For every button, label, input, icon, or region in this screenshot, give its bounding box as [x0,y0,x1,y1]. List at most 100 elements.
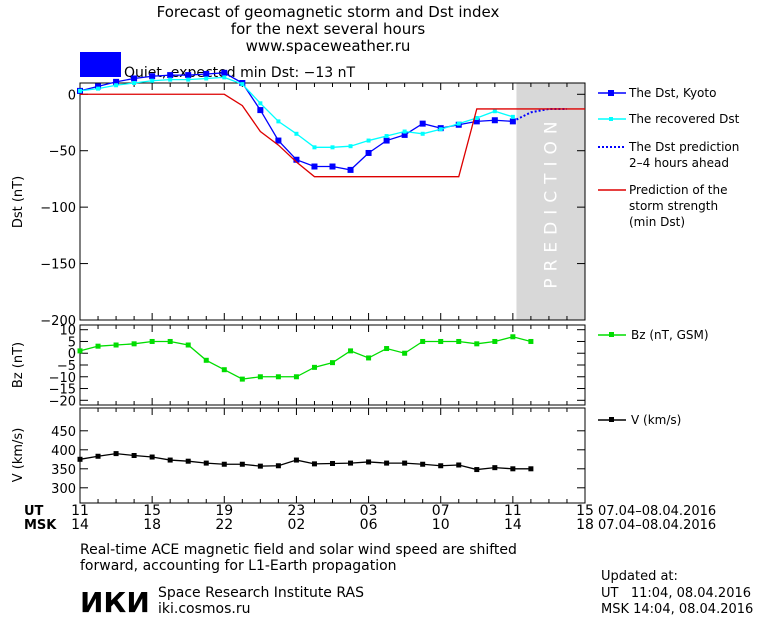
data-point [203,357,209,363]
data-point [347,166,354,173]
data-point [185,458,191,464]
data-point [150,78,155,83]
data-point [275,137,282,144]
y-tick-label: −15 [49,383,76,398]
chart-url: www.spaceweather.ru [246,37,411,55]
updated-ut: UT 11:04, 08.04.2016 [601,586,751,601]
chart-title-line1: Forecast of geomagnetic storm and Dst in… [157,3,500,21]
data-point [294,131,299,136]
data-point [474,341,480,347]
series-line [80,93,585,178]
y-axis-label: Dst (nT) [11,176,26,228]
data-point [366,355,372,361]
data-point [401,131,408,138]
data-point [258,101,263,106]
data-point [366,459,372,465]
data-point [348,144,353,149]
data-point [311,364,317,370]
panel-frame [79,407,586,504]
msk-date-range: 07.04–08.04.2016 [598,518,716,533]
data-point [402,129,407,134]
data-point [528,466,534,472]
data-point [293,457,299,463]
legend-prediction-l2: 2–4 hours ahead [629,156,729,170]
legend-kyoto-marker [608,90,614,96]
data-point [186,77,191,82]
data-point [402,460,408,466]
data-point [222,75,227,80]
y-tick-label: 5 [68,335,76,350]
y-tick-label: 10 [59,324,76,339]
chart-title-line2: for the next several hours [231,20,426,38]
msk-tick-label: 18 [576,517,594,533]
data-point [330,460,335,466]
y-tick-label: −100 [40,201,76,216]
data-point [185,72,192,79]
data-point [473,118,480,125]
data-point [113,78,120,85]
data-point [456,338,462,344]
msk-tick-label: 22 [215,517,233,533]
updated-label: Updated at: [601,569,678,584]
footer-note-line2: forward, accounting for L1-Earth propaga… [80,558,397,574]
data-point [492,465,498,471]
data-point [131,453,137,458]
prediction-band [516,83,585,320]
data-point [492,109,497,114]
y-tick-label: 400 [51,444,76,459]
data-point [456,462,462,468]
data-point [113,342,119,348]
data-point [204,76,209,81]
data-point [419,120,426,127]
y-axis-label: V (km/s) [11,428,26,483]
data-point [383,137,390,144]
data-point [402,350,408,356]
legend-v: V (km/s) [631,413,681,427]
data-point [114,83,119,88]
y-tick-label: −150 [40,258,76,273]
legend: The Dst, Kyoto The recovered Dst The Dst… [598,86,740,427]
footer-note-line1: Real-time ACE magnetic field and solar w… [80,542,517,558]
data-point [96,86,101,91]
data-point [312,145,317,150]
prediction-label: PREDICTION [542,114,562,288]
legend-kyoto: The Dst, Kyoto [628,86,716,100]
data-point [293,156,300,163]
data-point [474,467,480,473]
data-point [95,343,101,349]
data-point [77,456,83,462]
y-tick-label: 450 [51,425,76,440]
legend-strength-l2: storm strength [629,199,718,213]
msk-tick-label: 14 [504,517,522,533]
data-point [311,163,318,170]
y-tick-label: −20 [49,394,76,409]
legend-recovered: The recovered Dst [628,112,740,126]
updated-msk: MSK 14:04, 08.04.2016 [601,602,753,617]
legend-recovered-marker [609,117,613,121]
data-point [149,454,155,460]
data-point [384,134,389,139]
data-point [492,338,498,344]
data-point [420,338,426,344]
msk-tick-label: 10 [432,517,450,533]
legend-strength-l3: (min Dst) [629,215,685,229]
data-point [221,461,227,467]
data-point [510,466,516,472]
data-point [203,460,209,466]
data-point [240,82,245,87]
data-point [239,376,245,382]
ut-tick-label: 15 [576,503,594,519]
y-tick-label: −200 [40,314,76,329]
ut-tick-label: 15 [143,503,161,519]
ut-tick-label: 11 [504,503,522,519]
data-point [474,115,479,120]
y-tick-label: −5 [57,359,76,374]
data-point [78,88,82,93]
v-panel: 450 400 350 300 V (km/s) [11,407,586,504]
y-tick-label: 0 [68,347,76,362]
data-point [384,460,390,466]
data-point [438,463,444,469]
data-point [510,334,516,340]
data-point [203,70,210,77]
